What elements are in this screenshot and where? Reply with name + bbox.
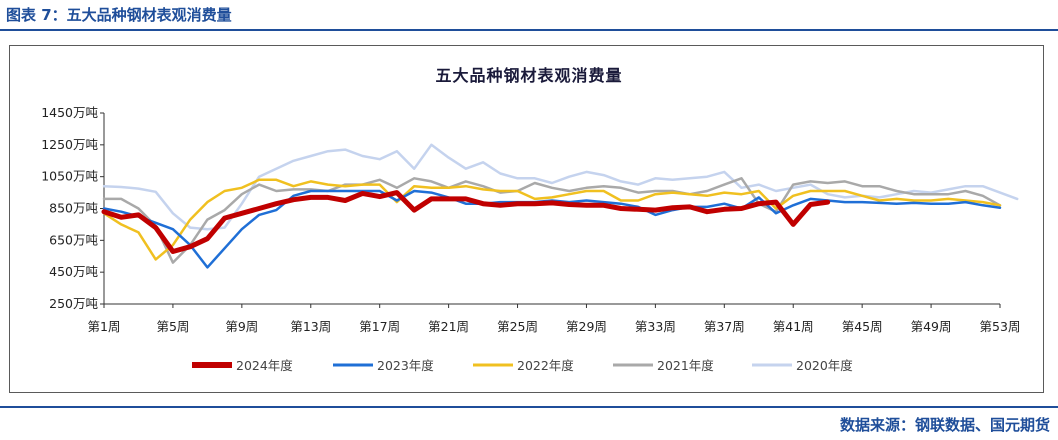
x-tick-label: 第13周 (290, 319, 331, 334)
y-tick-label: 450万吨 (49, 264, 98, 279)
top-divider (0, 29, 1058, 31)
x-tick-label: 第29周 (566, 319, 607, 334)
legend-label: 2020年度 (796, 358, 853, 373)
series-lines (101, 143, 1019, 269)
x-tick-label: 第33周 (635, 319, 676, 334)
x-tick-label: 第17周 (359, 319, 400, 334)
x-tick-label: 第21周 (428, 319, 469, 334)
x-tick-label: 第1周 (88, 319, 121, 334)
x-tick-label: 第53周 (980, 319, 1021, 334)
y-tick-label: 250万吨 (49, 296, 98, 311)
axes: 250万吨 450万吨 650万吨 850万吨 1050万吨 1250万吨 1450万吨第1… (41, 105, 1020, 334)
y-tick-label: 1050万吨 (41, 169, 98, 184)
x-tick-label: 第45周 (842, 319, 883, 334)
x-tick-label: 第25周 (497, 319, 538, 334)
x-tick-label: 第49周 (911, 319, 952, 334)
bottom-divider (0, 406, 1058, 408)
y-tick-label: 850万吨 (49, 201, 98, 216)
chart-title: 五大品种钢材表观消费量 (435, 66, 623, 85)
legend-label: 2024年度 (236, 358, 293, 373)
chart-frame (9, 45, 1044, 393)
x-tick-label: 第5周 (156, 319, 189, 334)
legend-label: 2023年度 (377, 358, 434, 373)
y-tick-label: 1250万吨 (41, 137, 98, 152)
y-tick-label: 1450万吨 (41, 105, 98, 120)
x-tick-label: 第9周 (225, 319, 258, 334)
y-tick-label: 650万吨 (49, 232, 98, 247)
legend-label: 2022年度 (517, 358, 574, 373)
series-line-2024年度 (101, 190, 831, 254)
legend: 2024年度 2023年度 2022年度 2021年度 2020年度 (192, 358, 853, 373)
legend-label: 2021年度 (657, 358, 714, 373)
source-note: 数据来源：钢联数据、国元期货 (839, 416, 1050, 434)
series-line-2022年度 (102, 178, 1002, 261)
series-line-2021年度 (102, 177, 1002, 264)
figure-title: 图表 7：五大品种钢材表观消费量 (6, 6, 232, 24)
x-tick-label: 第41周 (773, 319, 814, 334)
x-tick-label: 第37周 (704, 319, 745, 334)
